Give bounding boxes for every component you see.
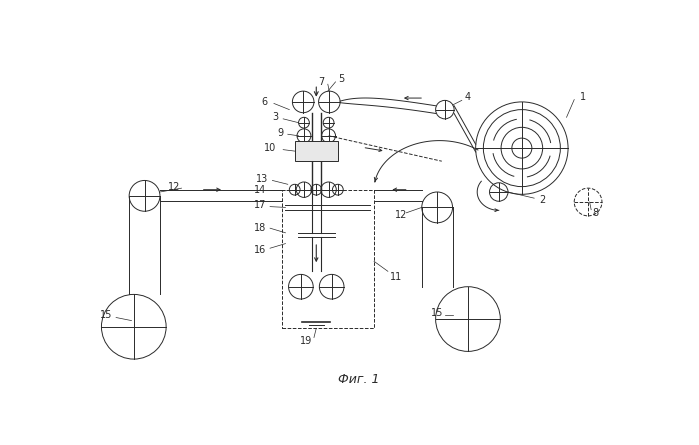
Bar xyxy=(295,141,338,161)
Text: 1: 1 xyxy=(580,92,586,102)
Text: 15: 15 xyxy=(431,308,443,318)
Text: 2: 2 xyxy=(539,195,545,205)
Text: 7: 7 xyxy=(319,77,325,87)
Text: Фиг. 1: Фиг. 1 xyxy=(338,372,380,386)
Text: 19: 19 xyxy=(300,336,312,346)
Text: 14: 14 xyxy=(254,185,266,195)
Text: 12: 12 xyxy=(395,210,407,220)
Text: 16: 16 xyxy=(254,245,266,255)
Text: 17: 17 xyxy=(254,200,266,210)
Text: 13: 13 xyxy=(257,174,268,184)
Text: 11: 11 xyxy=(389,272,402,282)
Text: 10: 10 xyxy=(264,143,276,153)
Text: 18: 18 xyxy=(254,223,266,233)
Text: 4: 4 xyxy=(465,92,471,102)
Text: 5: 5 xyxy=(338,74,345,84)
Text: 12: 12 xyxy=(168,182,180,192)
Text: 9: 9 xyxy=(277,128,283,138)
Bar xyxy=(282,190,374,328)
Text: 3: 3 xyxy=(273,112,278,122)
Text: 6: 6 xyxy=(261,97,268,107)
Text: 15: 15 xyxy=(100,310,113,320)
Text: 8: 8 xyxy=(593,208,599,218)
